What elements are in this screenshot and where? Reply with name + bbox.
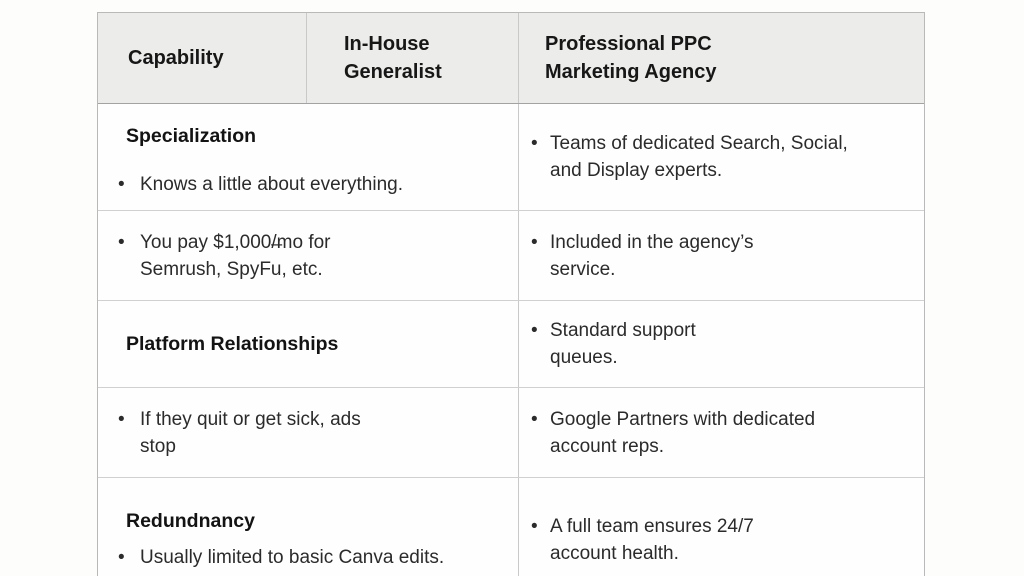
bullet-text: If they quit or get sick, ads stop [140, 408, 361, 457]
capability-heading: Platform Relationships [126, 333, 339, 355]
table-row-tools-cost: • You pay $1,000/̶mo for Semrush, SpyFu,… [98, 211, 924, 301]
bullet-text: Knows a little about everything. [140, 174, 403, 195]
bullet-item: • Included in the agency’s service. [519, 229, 924, 283]
bullet-text: Google Partners with dedicated account r… [550, 408, 816, 457]
bullet-marker: • [118, 547, 125, 568]
agency-cell: • Standard support queues. [518, 301, 924, 387]
capability-cell: • If they quit or get sick, ads stop [98, 388, 518, 477]
table-header-row: Capability In-House Generalist Professio… [98, 13, 924, 104]
bullet-marker: • [118, 174, 125, 195]
bullet-text: A full team ensures 24/7 account health. [550, 516, 754, 564]
bullet-item: • Standard support queues. [519, 317, 924, 371]
agency-cell: • Google Partners with dedicated account… [518, 388, 924, 477]
table-row-redundancy: Redundnancy • Usually limited to basic C… [98, 478, 924, 576]
bullet-marker: • [531, 408, 538, 430]
bullet-item: • Knows a little about everything. [98, 171, 518, 198]
bullet-marker: • [531, 133, 538, 154]
header-cell-inhouse-generalist: In-House Generalist [306, 13, 518, 103]
bullet-item: • You pay $1,000/̶mo for Semrush, SpyFu,… [98, 229, 518, 283]
bullet-marker: • [118, 231, 125, 253]
bullet-item: • Google Partners with dedicated account… [519, 406, 924, 460]
table-row-quit-risk: • If they quit or get sick, ads stop • G… [98, 388, 924, 478]
header-cell-capability: Capability [128, 47, 224, 69]
capability-cell: Platform Relationships [98, 301, 518, 387]
bullet-item: • A full team ensures 24/7 account healt… [519, 513, 924, 567]
agency-cell: • Teams of dedicated Search, Social, and… [518, 104, 924, 210]
bullet-text: Included in the agency’s service. [550, 231, 754, 280]
bullet-marker: • [531, 516, 538, 537]
bullet-item: • If they quit or get sick, ads stop [98, 406, 518, 460]
comparison-table: Capability In-House Generalist Professio… [97, 12, 925, 576]
bullet-item: • Usually limited to basic Canva edits. [98, 544, 518, 571]
bullet-text: Teams of dedicated Search, Social, and D… [550, 133, 848, 181]
capability-cell: Specialization • Knows a little about ev… [98, 104, 518, 210]
header-cell-ppc-agency: Professional PPC Marketing Agency [518, 13, 924, 103]
bullet-text: Standard support queues. [550, 320, 696, 368]
capability-heading: Specialization [126, 125, 257, 147]
agency-cell: • A full team ensures 24/7 account healt… [518, 478, 924, 576]
bullet-text: You pay $1,000/̶mo for Semrush, SpyFu, e… [140, 231, 331, 280]
table-row-specialization: Specialization • Knows a little about ev… [98, 104, 924, 211]
agency-cell: • Included in the agency’s service. [518, 211, 924, 300]
bullet-marker: • [531, 231, 538, 253]
bullet-marker: • [531, 320, 538, 341]
bullet-marker: • [118, 408, 125, 430]
bullet-text: Usually limited to basic Canva edits. [140, 547, 445, 568]
table-row-platform-relationships: Platform Relationships • Standard suppor… [98, 301, 924, 388]
capability-cell: Redundnancy • Usually limited to basic C… [98, 478, 518, 576]
capability-cell: • You pay $1,000/̶mo for Semrush, SpyFu,… [98, 211, 518, 300]
capability-heading: Redundnancy [126, 510, 255, 532]
bullet-item: • Teams of dedicated Search, Social, and… [519, 130, 924, 184]
